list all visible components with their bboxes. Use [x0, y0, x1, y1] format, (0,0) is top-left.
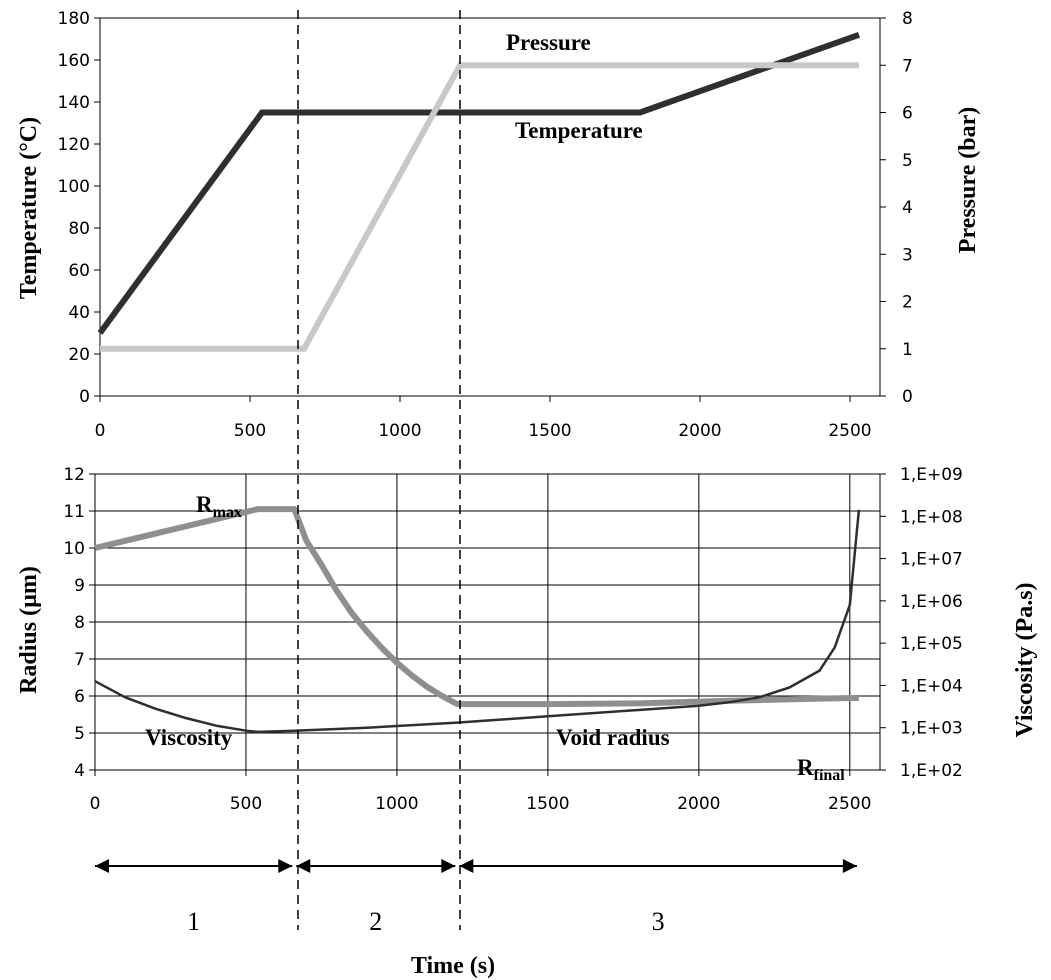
- bottom-y2-tick-label: 1,E+04: [900, 676, 963, 696]
- bottom-y2-tick-label: 1,E+02: [900, 761, 963, 781]
- bottom-y-tick-label: 6: [74, 687, 85, 707]
- top-y2-tick-label: 6: [902, 104, 913, 124]
- top-y-tick-label: 20: [68, 345, 90, 365]
- r-max-label: Rmax: [196, 492, 242, 521]
- temperature-label: Temperature: [515, 118, 643, 143]
- top-x-tick-label: 500: [234, 421, 266, 441]
- series-pressure: [100, 62, 859, 352]
- bottom-series: [94, 506, 861, 734]
- void-radius-label: Void radius: [556, 725, 670, 750]
- bottom-y-axis-title: Radius (µm): [16, 566, 42, 694]
- phase-label-1: 1: [187, 907, 200, 936]
- series-temperature: [97, 31, 861, 335]
- bottom-y2-axis-title: Viscosity (Pa.s): [1012, 582, 1038, 737]
- top-y-tick-label: 80: [68, 219, 90, 239]
- bottom-x-tick-label: 2000: [677, 794, 720, 814]
- bottom-x-tick-label: 1500: [526, 794, 569, 814]
- top-y2-tick-label: 3: [902, 245, 913, 265]
- bottom-y-tick-label: 8: [74, 613, 85, 633]
- r-final-label: Rfinal: [797, 755, 845, 784]
- bottom-y2-tick-label: 1,E+03: [900, 719, 963, 739]
- viscosity-label: Viscosity: [145, 725, 233, 750]
- pressure-label: Pressure: [506, 30, 591, 55]
- bottom-x-tick-label: 0: [90, 794, 101, 814]
- bottom-x-tick-label: 2500: [828, 794, 871, 814]
- top-y-tick-label: 140: [58, 93, 90, 113]
- arrow-head: [441, 859, 456, 873]
- series-void-radius: [94, 506, 859, 708]
- arrow-head: [278, 859, 293, 873]
- arrow-head: [459, 859, 474, 873]
- top-y-tick-label: 160: [58, 51, 90, 71]
- top-y2-tick-label: 4: [902, 198, 913, 218]
- top-y2-tick-label: 7: [902, 56, 913, 76]
- arrow-head: [842, 859, 857, 873]
- bottom-y2-tick-label: 1,E+08: [900, 507, 963, 527]
- top-y-axis-title: Temperature (°C): [16, 117, 42, 299]
- r-max-sub: max: [213, 504, 242, 521]
- r-final-sub: final: [814, 767, 846, 784]
- bottom-y-tick-label: 5: [74, 724, 85, 744]
- bottom-y2-tick-label: 1,E+06: [900, 592, 963, 612]
- bottom-y-tick-label: 7: [74, 650, 85, 670]
- top-y-tick-label: 100: [58, 177, 90, 197]
- bottom-y2-tick-label: 1,E+07: [900, 550, 963, 570]
- bottom-x-tick-label: 500: [230, 794, 262, 814]
- bottom-chart: 4 5 6 7 8 9 10 11 12 1,E+02 1,E+03 1,E+04 1,E+05 1,E+…: [16, 465, 1038, 814]
- top-y-tick-label: 40: [68, 303, 90, 323]
- top-y2-tick-label: 1: [902, 340, 913, 360]
- top-y-tick-label: 180: [58, 9, 90, 29]
- r-final-main: R: [797, 755, 814, 780]
- top-plot-frame: [99, 17, 881, 397]
- top-y-tick-label: 60: [68, 261, 90, 281]
- top-x-tick-label: 2500: [828, 421, 871, 441]
- top-y-tick-label: 120: [58, 135, 90, 155]
- bottom-x-tick-label: 1000: [375, 794, 418, 814]
- top-x-tick-label: 1000: [378, 421, 421, 441]
- bottom-y-tick-label: 11: [63, 502, 85, 522]
- bottom-y2-tick-label: 1,E+05: [900, 634, 963, 654]
- top-series: [97, 31, 861, 352]
- phase-label-3: 3: [652, 907, 665, 936]
- r-max-main: R: [196, 492, 213, 517]
- top-y2-tick-label: 8: [902, 9, 913, 29]
- top-y2-tick-label: 0: [902, 387, 913, 407]
- bottom-y-tick-label: 10: [63, 539, 85, 559]
- bottom-y-tick-label: 12: [63, 465, 85, 485]
- arrow-head: [296, 859, 311, 873]
- phase-lines: [297, 10, 461, 930]
- top-y2-tick-label: 5: [902, 151, 913, 171]
- bottom-y2-tick-label: 1,E+09: [900, 465, 963, 485]
- phase-label-2: 2: [369, 907, 382, 936]
- bottom-axes: 4 5 6 7 8 9 10 11 12 1,E+02 1,E+03 1,E+04 1,E+05 1,E+…: [63, 465, 962, 814]
- bottom-y-tick-label: 9: [74, 576, 85, 596]
- bottom-y-tick-label: 4: [74, 761, 85, 781]
- top-y-tick-label: 0: [79, 387, 90, 407]
- top-x-tick-label: 1500: [528, 421, 571, 441]
- arrow-head: [95, 859, 109, 873]
- top-x-tick-label: 2000: [678, 421, 721, 441]
- series-viscosity: [94, 509, 861, 734]
- top-y2-tick-label: 2: [902, 293, 913, 313]
- top-x-tick-label: 0: [95, 421, 106, 441]
- top-y2-axis-title: Pressure (bar): [955, 107, 981, 253]
- phase-arrows: 1 2 3: [95, 859, 857, 936]
- x-axis-title: Time (s): [411, 953, 495, 979]
